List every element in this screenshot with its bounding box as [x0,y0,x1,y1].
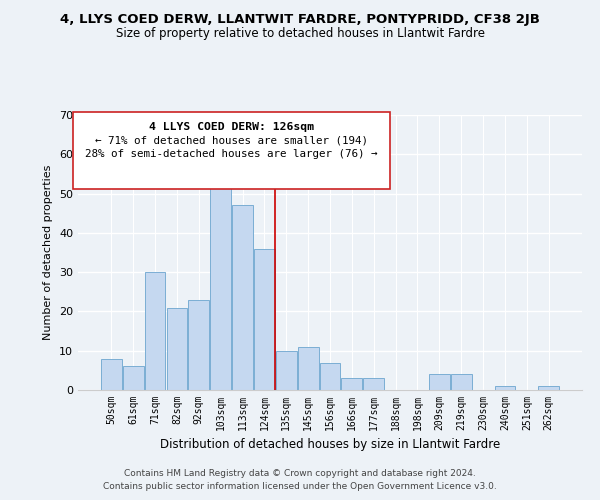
Text: ← 71% of detached houses are smaller (194): ← 71% of detached houses are smaller (19… [95,136,368,145]
Bar [188,300,209,390]
Bar [254,248,275,390]
Bar [364,378,384,390]
Text: 28% of semi-detached houses are larger (76) →: 28% of semi-detached houses are larger (… [85,148,378,158]
Text: Contains public sector information licensed under the Open Government Licence v3: Contains public sector information licen… [103,482,497,491]
Bar [341,378,362,390]
Text: Size of property relative to detached houses in Llantwit Fardre: Size of property relative to detached ho… [115,28,485,40]
X-axis label: Distribution of detached houses by size in Llantwit Fardre: Distribution of detached houses by size … [160,438,500,452]
Text: Contains HM Land Registry data © Crown copyright and database right 2024.: Contains HM Land Registry data © Crown c… [124,468,476,477]
Bar [276,350,296,390]
Text: 4, LLYS COED DERW, LLANTWIT FARDRE, PONTYPRIDD, CF38 2JB: 4, LLYS COED DERW, LLANTWIT FARDRE, PONT… [60,12,540,26]
Bar [123,366,143,390]
Bar [232,206,253,390]
Bar [145,272,166,390]
Bar [210,166,231,390]
Bar [429,374,450,390]
Bar [320,362,340,390]
Bar [298,347,319,390]
Y-axis label: Number of detached properties: Number of detached properties [43,165,53,340]
FancyBboxPatch shape [73,112,391,189]
Bar [101,358,122,390]
Bar [494,386,515,390]
Bar [538,386,559,390]
Bar [167,308,187,390]
Bar [451,374,472,390]
Text: 4 LLYS COED DERW: 126sqm: 4 LLYS COED DERW: 126sqm [149,122,314,132]
